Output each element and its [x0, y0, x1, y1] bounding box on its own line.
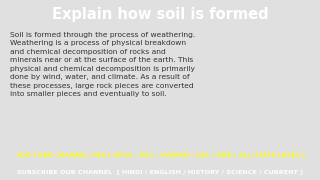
Text: SUBSCRIBE OUR CHANNEL  [ HINDI / ENGLISH / HISTORY / SCIENCE / CURRENT ]: SUBSCRIBE OUR CHANNEL [ HINDI / ENGLISH …: [17, 169, 303, 174]
Text: Explain how soil is formed: Explain how soil is formed: [52, 7, 268, 22]
Text: YOU TUBE CHANNEL FOR [ UPSC / PSC / VYAPAM / SSC / RRB / ALL STATE LEVEL ]: YOU TUBE CHANNEL FOR [ UPSC / PSC / VYAP…: [16, 152, 304, 157]
Text: Soil is formed through the process of weathering.
Weathering is a process of phy: Soil is formed through the process of we…: [10, 32, 195, 98]
